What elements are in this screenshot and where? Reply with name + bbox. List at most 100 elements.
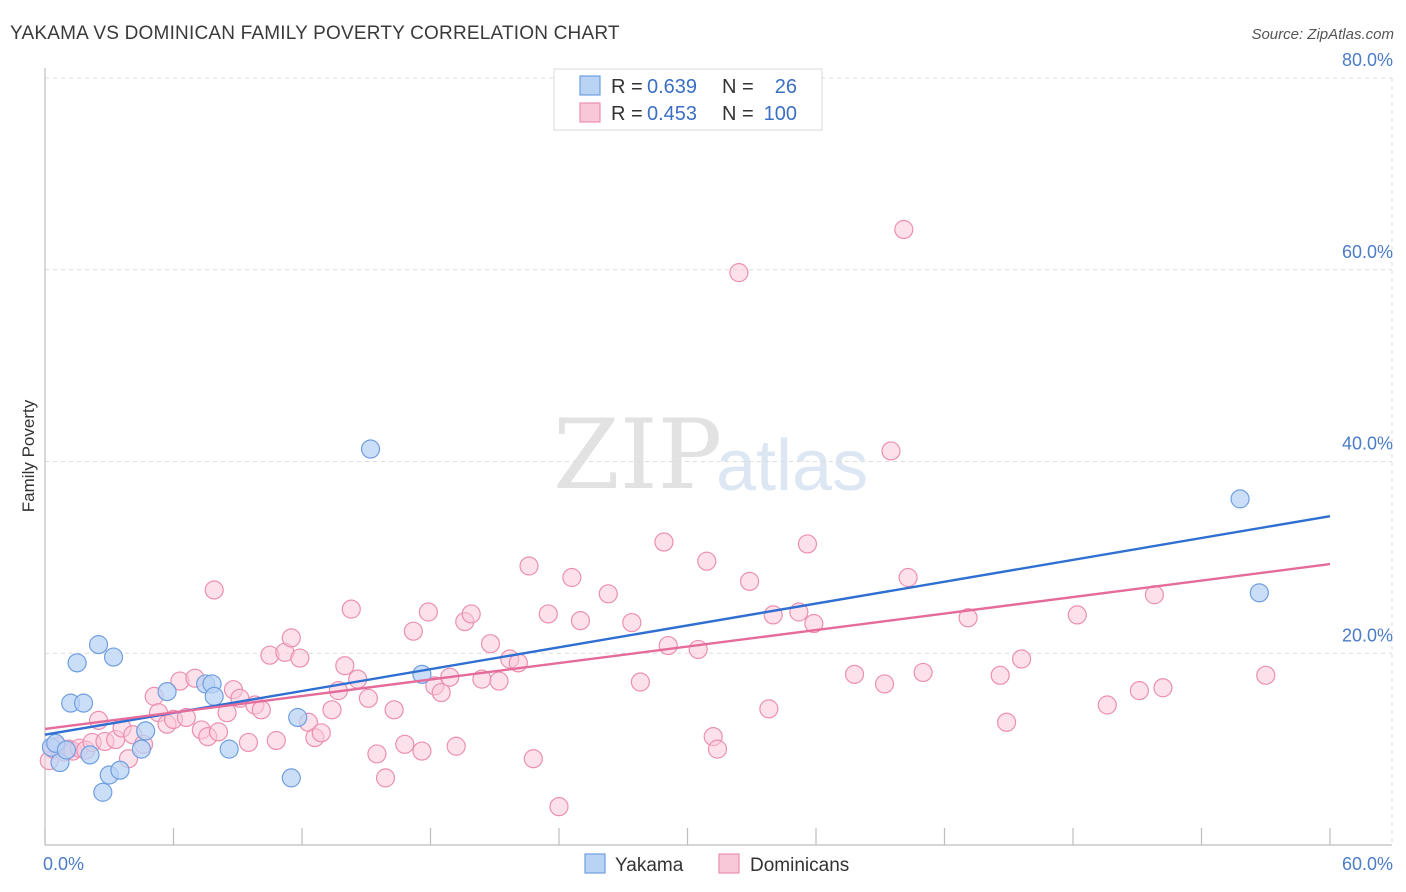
dominicans-point-70 xyxy=(570,611,591,631)
dominicans-point-90 xyxy=(894,219,914,240)
dominicans-point-37 xyxy=(290,648,310,668)
dominicans-point-49 xyxy=(384,700,404,720)
bottom-legend-dominicans-swatch xyxy=(718,853,740,874)
y-tick-label-2: 60.0% xyxy=(1342,242,1393,262)
dominicans-point-95 xyxy=(997,712,1017,732)
dominicans-point-74 xyxy=(654,532,674,552)
dominicans-point-46 xyxy=(358,688,378,708)
dominicans-point-86 xyxy=(804,613,824,634)
legend-yakama-n-label: N = xyxy=(722,76,754,98)
bottom-legend-yakama-label: Yakama xyxy=(615,855,684,876)
dominicans-point-45 xyxy=(348,669,368,689)
bottom-legend-yakama-swatch xyxy=(584,853,606,874)
dominicans-point-80 xyxy=(729,263,749,283)
legend-yakama-r-value: 0.639 xyxy=(647,76,697,98)
yakama-point-15 xyxy=(157,681,177,702)
source-label: Source: ZipAtlas.com xyxy=(1251,26,1394,43)
dominicans-point-101 xyxy=(1153,678,1173,698)
yakama-point-13 xyxy=(131,739,151,759)
yakama-point-7 xyxy=(80,745,100,765)
dominicans-point-50 xyxy=(395,734,415,754)
dominicans-point-61 xyxy=(480,634,501,654)
dominicans-point-97 xyxy=(1067,605,1087,625)
dominicans-point-57 xyxy=(446,736,466,756)
yakama-point-3 xyxy=(56,740,77,760)
x-tick-label-0: 0.0% xyxy=(43,854,84,874)
dominicans-point-76 xyxy=(688,639,708,660)
trend-lines xyxy=(44,514,1331,736)
dominicans-point-25 xyxy=(204,580,224,600)
dominicans-point-47 xyxy=(367,744,387,764)
legend-dominicans-n-label: N = xyxy=(722,103,754,125)
dominicans-point-87 xyxy=(844,664,865,684)
legend-dominicans-r-label: R = xyxy=(611,103,643,125)
dominicans-point-44 xyxy=(341,599,361,619)
yakama-point-20 xyxy=(281,768,301,788)
watermark-zip: ZIP xyxy=(553,399,722,511)
dominicans-point-75 xyxy=(658,635,678,656)
yakama-point-25 xyxy=(1249,583,1269,603)
dominicans-point-55 xyxy=(431,682,451,703)
dominicans-point-91 xyxy=(898,567,918,588)
dominicans-point-79 xyxy=(707,739,728,759)
bottom-legend: Yakama Dominicans xyxy=(584,853,849,876)
dominicans-point-51 xyxy=(403,621,423,641)
axes xyxy=(44,68,1392,846)
dominicans-point-65 xyxy=(519,556,539,576)
yakama-point-9 xyxy=(93,782,113,802)
dominicans-point-96 xyxy=(1011,649,1032,669)
dominicans-point-77 xyxy=(697,551,717,571)
dominicans-point-72 xyxy=(622,612,642,633)
watermark-atlas: atlas xyxy=(716,426,868,506)
dominicans-point-93 xyxy=(958,608,978,628)
dominicans-point-21 xyxy=(176,707,196,728)
legend-box: R = 0.639 N = 26 R = 0.453 N = 100 xyxy=(553,68,823,131)
dominicans-point-82 xyxy=(759,699,779,719)
dominicans-point-73 xyxy=(630,672,650,692)
dominicans-point-32 xyxy=(251,700,271,720)
legend-dominicans-n-value: 100 xyxy=(764,103,797,125)
dominicans-point-52 xyxy=(412,741,432,761)
dominicans-point-43 xyxy=(335,656,355,676)
dominicans-point-62 xyxy=(489,671,509,691)
legend-dominicans-r-value: 0.453 xyxy=(647,103,697,125)
yakama-point-11 xyxy=(103,647,124,667)
yakama-point-12 xyxy=(110,760,130,780)
yakama-point-24 xyxy=(1230,489,1250,509)
yakama-point-19 xyxy=(219,739,239,759)
legend-dominicans-swatch xyxy=(579,102,601,123)
dominicans-point-41 xyxy=(322,700,342,720)
dominicans-point-67 xyxy=(538,604,558,624)
x-tick-label-1: 60.0% xyxy=(1342,854,1393,874)
legend-yakama-swatch xyxy=(579,75,601,96)
yakama-point-18 xyxy=(204,686,224,706)
dominicans-point-68 xyxy=(549,797,569,817)
yakama-point-8 xyxy=(88,635,109,655)
legend-yakama-r-label: R = xyxy=(611,76,643,98)
x-tick-labels: 0.0% 60.0% xyxy=(43,854,1393,874)
dominicans-point-102 xyxy=(1256,665,1276,685)
yakama-point-21 xyxy=(288,707,308,728)
chart-title: YAKAMA VS DOMINICAN FAMILY POVERTY CORRE… xyxy=(10,23,620,44)
dominicans-point-88 xyxy=(874,674,895,694)
dominicans-point-94 xyxy=(990,665,1010,685)
y-axis-label: Family Poverty xyxy=(19,399,38,512)
yakama-point-22 xyxy=(360,439,381,459)
bottom-legend-dominicans-label: Dominicans xyxy=(750,855,849,876)
y-tick-label-0: 20.0% xyxy=(1342,625,1393,645)
dominicans-point-89 xyxy=(881,441,901,461)
yakama-point-5 xyxy=(67,653,87,673)
y-tick-label-1: 40.0% xyxy=(1342,434,1393,454)
dominicans-point-30 xyxy=(238,732,259,753)
legend-yakama-n-value: 26 xyxy=(775,76,797,98)
dominicans-point-40 xyxy=(311,723,331,743)
dominicans-point-85 xyxy=(797,534,818,554)
yakama-point-6 xyxy=(73,693,94,713)
dominicans-point-66 xyxy=(523,749,543,769)
dominicans-point-48 xyxy=(375,768,396,788)
yakama-trend-line xyxy=(44,514,1331,736)
dominicans-point-36 xyxy=(281,628,301,648)
dominicans-point-81 xyxy=(740,571,760,591)
yakama-points xyxy=(41,439,1269,802)
dominicans-point-71 xyxy=(598,584,618,604)
